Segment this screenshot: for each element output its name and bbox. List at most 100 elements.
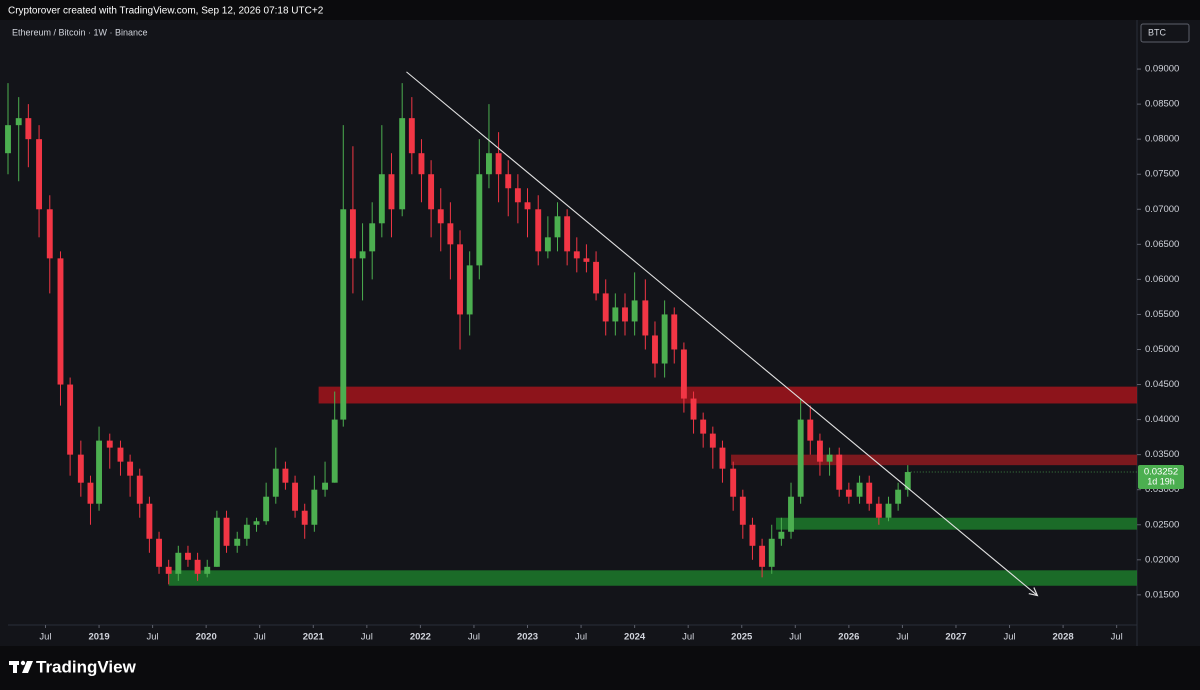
candle-body — [476, 174, 483, 266]
candle-body — [739, 496, 746, 525]
candle-body — [46, 209, 53, 259]
candle-body — [223, 517, 230, 546]
candle-body — [895, 489, 902, 504]
candle-body — [749, 524, 756, 546]
candle-body — [661, 314, 668, 364]
candle-body — [836, 454, 843, 490]
candle-body — [322, 482, 329, 490]
x-tick-label: Jul — [896, 632, 908, 643]
plot-area — [5, 71, 1137, 596]
currency-box — [1140, 23, 1190, 43]
candle-body — [486, 153, 492, 175]
candle-body — [778, 531, 785, 539]
y-tick-label: 0.03000 — [1145, 484, 1179, 495]
header-bar — [0, 0, 1200, 20]
candle-body — [466, 265, 473, 315]
candle-body — [388, 174, 395, 210]
x-tick-label: Jul — [468, 632, 480, 643]
candle-body — [495, 153, 502, 175]
candle-body — [535, 209, 542, 252]
candle-body — [146, 503, 153, 539]
candle-body — [369, 223, 376, 252]
candle-body — [700, 419, 707, 434]
zone — [168, 570, 1137, 586]
y-tick-label: 0.05000 — [1145, 344, 1179, 355]
candle-body — [292, 482, 299, 511]
candle-body — [524, 202, 531, 210]
x-tick-label: 2027 — [945, 632, 966, 643]
candle-body — [340, 209, 347, 420]
candle-body — [359, 251, 366, 259]
zone — [318, 386, 1137, 404]
y-tick-label: 0.02000 — [1145, 554, 1179, 565]
x-tick-label: Jul — [254, 632, 266, 643]
candle-body — [57, 258, 64, 385]
candle-body — [505, 174, 512, 189]
candle-body — [642, 300, 649, 336]
candle-body — [127, 461, 134, 476]
x-tick-label: 2019 — [88, 632, 109, 643]
candle-body — [418, 153, 425, 175]
x-tick-label: 2026 — [838, 632, 859, 643]
y-tick-label: 0.07000 — [1145, 204, 1179, 215]
last-price-tag — [1138, 465, 1184, 490]
candle-body — [768, 538, 775, 567]
candle-body — [866, 482, 873, 504]
candle-body — [117, 447, 124, 462]
candle-body — [204, 566, 211, 574]
symbol-title: Ethereum / Bitcoin · 1W · Binance — [12, 27, 148, 37]
candle-body — [593, 261, 600, 294]
candle-body — [156, 538, 162, 567]
candle-body — [447, 223, 454, 245]
candle-body — [622, 307, 628, 322]
candle-body — [845, 489, 852, 497]
candle-body — [437, 209, 444, 224]
y-tick-label: 0.05500 — [1145, 309, 1179, 320]
candle-body — [583, 258, 590, 262]
candle-body — [564, 216, 571, 252]
candle-body — [36, 139, 43, 210]
y-tick-label: 0.06000 — [1145, 274, 1179, 285]
candle-body — [690, 398, 697, 420]
candle-body — [428, 174, 435, 210]
candle-body — [807, 419, 814, 441]
candle-body — [165, 566, 172, 574]
candle-body — [136, 475, 143, 504]
x-tick-label: Jul — [1111, 632, 1123, 643]
candle-body — [719, 447, 726, 469]
candle-body — [816, 440, 823, 462]
candle-body — [652, 335, 658, 364]
candle-body — [457, 244, 463, 315]
x-tick-label: Jul — [39, 632, 51, 643]
trend-line — [406, 71, 1037, 596]
candle-body — [253, 521, 260, 525]
candle-body — [175, 552, 182, 574]
y-tick-label: 0.07500 — [1145, 169, 1179, 180]
candle-body — [709, 433, 716, 448]
zone — [731, 454, 1137, 466]
x-tick-label: Jul — [147, 632, 159, 643]
y-tick-label: 0.09000 — [1145, 64, 1179, 75]
y-tick-label: 0.03500 — [1145, 449, 1179, 460]
candle-body — [15, 118, 22, 126]
candle-body — [797, 419, 804, 497]
candle-body — [788, 496, 794, 532]
candle-body — [671, 314, 678, 350]
candle-body — [349, 209, 356, 259]
logo-text: TradingView — [36, 657, 137, 676]
candle-body — [730, 468, 737, 497]
candle-body — [826, 454, 833, 462]
candle-body — [106, 440, 113, 448]
x-tick-label: 2025 — [731, 632, 753, 643]
x-tick-label: Jul — [1003, 632, 1015, 643]
x-tick-label: 2021 — [303, 632, 325, 643]
candle-body — [311, 489, 318, 525]
y-tick-label: 0.04000 — [1145, 414, 1179, 425]
candle-body — [213, 517, 220, 567]
y-tick-label: 0.08000 — [1145, 134, 1179, 145]
candle-body — [680, 349, 687, 399]
candle-body — [243, 524, 250, 539]
candle-body — [759, 545, 766, 567]
